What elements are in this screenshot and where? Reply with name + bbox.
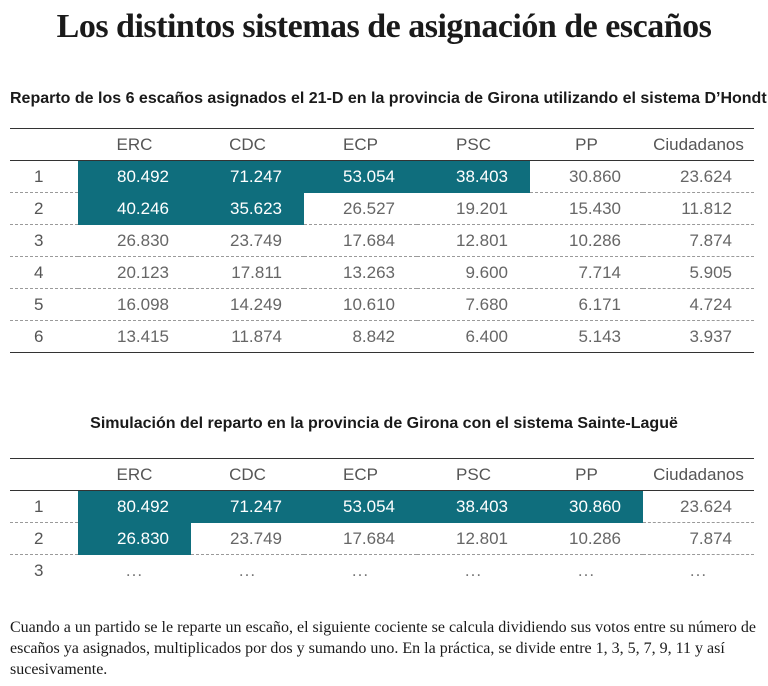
quotient-cell: 13.415 — [78, 320, 191, 353]
quotient-cell: 10.610 — [304, 288, 417, 321]
quotient-cell: 26.830 — [78, 224, 191, 257]
ellipsis-cell: ... — [351, 560, 370, 580]
table-row: 1 80.492 71.247 53.054 38.403 30.860 23.… — [10, 490, 754, 523]
table-row: 2 26.830 23.749 17.684 12.801 10.286 7.8… — [10, 522, 754, 555]
column-header: PSC — [417, 458, 530, 491]
quotient-cell: 71.247 — [191, 160, 304, 193]
quotient-cell: 9.600 — [417, 256, 530, 289]
explanatory-footnote: Cuando a un partido se le reparte un esc… — [10, 619, 756, 678]
quotient-cell: 14.249 — [191, 288, 304, 321]
quotient-cell: 23.624 — [643, 160, 754, 193]
quotient-cell: 3.937 — [643, 320, 754, 353]
column-header: CDC — [191, 458, 304, 491]
ellipsis-cell: ... — [689, 560, 708, 580]
row-number: 5 — [10, 288, 78, 321]
quotient-cell: 12.801 — [417, 522, 530, 555]
quotient-cell: 17.684 — [304, 522, 417, 555]
row-number: 3 — [10, 224, 78, 257]
quotient-cell: 5.143 — [530, 320, 643, 353]
row-number: 2 — [10, 522, 78, 555]
sainte-lague-heading: Simulación del reparto en la provincia d… — [90, 415, 678, 432]
quotient-cell: 38.403 — [417, 490, 530, 523]
column-header: PP — [530, 458, 643, 491]
quotient-cell: 10.286 — [530, 522, 643, 555]
column-header: PSC — [417, 128, 530, 161]
quotient-cell: 80.492 — [78, 160, 191, 193]
quotient-cell: 30.860 — [530, 490, 643, 523]
table-row: 5 16.098 14.249 10.610 7.680 6.171 4.724 — [10, 288, 754, 321]
ellipsis-cell: ... — [577, 560, 596, 580]
column-header: CDC — [191, 128, 304, 161]
quotient-cell: 7.874 — [643, 224, 754, 257]
table-row: 1 80.492 71.247 53.054 38.403 30.860 23.… — [10, 160, 754, 193]
quotient-cell: 11.874 — [191, 320, 304, 353]
quotient-cell: 17.684 — [304, 224, 417, 257]
table-header-row: ERC CDC ECP PSC PP Ciudadanos — [10, 458, 754, 491]
quotient-cell: 10.286 — [530, 224, 643, 257]
quotient-cell: 7.680 — [417, 288, 530, 321]
table-row: 2 40.246 35.623 26.527 19.201 15.430 11.… — [10, 192, 754, 225]
quotient-cell: 6.171 — [530, 288, 643, 321]
quotient-cell: 13.263 — [304, 256, 417, 289]
dhondt-table: ERC CDC ECP PSC PP Ciudadanos 1 80.492 7… — [10, 128, 754, 353]
quotient-cell: 4.724 — [643, 288, 754, 321]
ellipsis-cell: ... — [125, 560, 144, 580]
table-row: 3 26.830 23.749 17.684 12.801 10.286 7.8… — [10, 224, 754, 257]
quotient-cell: 15.430 — [530, 192, 643, 225]
quotient-cell: 8.842 — [304, 320, 417, 353]
quotient-cell: 80.492 — [78, 490, 191, 523]
table-header-row: ERC CDC ECP PSC PP Ciudadanos — [10, 128, 754, 161]
quotient-cell: 53.054 — [304, 160, 417, 193]
column-header: Ciudadanos — [643, 128, 754, 161]
ellipsis-cell: ... — [238, 560, 257, 580]
quotient-cell: 7.714 — [530, 256, 643, 289]
ellipsis-cell: ... — [464, 560, 483, 580]
quotient-cell: 16.098 — [78, 288, 191, 321]
sainte-lague-table: ERC CDC ECP PSC PP Ciudadanos 1 80.492 7… — [10, 458, 754, 586]
column-header: Ciudadanos — [643, 458, 754, 491]
column-header: ECP — [304, 458, 417, 491]
quotient-cell: 19.201 — [417, 192, 530, 225]
dhondt-heading: Reparto de los 6 escaños asignados el 21… — [10, 90, 767, 107]
quotient-cell: 26.527 — [304, 192, 417, 225]
quotient-cell: 26.830 — [78, 522, 191, 555]
quotient-cell: 53.054 — [304, 490, 417, 523]
row-number: 1 — [10, 160, 78, 193]
quotient-cell: 23.624 — [643, 490, 754, 523]
quotient-cell: 11.812 — [643, 192, 754, 225]
table-row: 3 ... ... ... ... ... ... — [10, 555, 754, 587]
quotient-cell: 30.860 — [530, 160, 643, 193]
quotient-cell: 7.874 — [643, 522, 754, 555]
quotient-cell: 5.905 — [643, 256, 754, 289]
quotient-cell: 23.749 — [191, 522, 304, 555]
table-row: 4 20.123 17.811 13.263 9.600 7.714 5.905 — [10, 256, 754, 289]
quotient-cell: 23.749 — [191, 224, 304, 257]
quotient-cell: 38.403 — [417, 160, 530, 193]
quotient-cell: 40.246 — [78, 192, 191, 225]
column-header: PP — [530, 128, 643, 161]
row-number: 2 — [10, 192, 78, 225]
column-header: ERC — [78, 458, 191, 491]
table-row: 6 13.415 11.874 8.842 6.400 5.143 3.937 — [10, 320, 754, 353]
quotient-cell: 35.623 — [191, 192, 304, 225]
corner-cell — [10, 128, 78, 161]
quotient-cell: 6.400 — [417, 320, 530, 353]
row-number: 6 — [10, 320, 78, 353]
row-number: 1 — [10, 490, 78, 523]
page-title: Los distintos sistemas de asignación de … — [56, 8, 712, 45]
column-header: ECP — [304, 128, 417, 161]
column-header: ERC — [78, 128, 191, 161]
row-number: 4 — [10, 256, 78, 289]
quotient-cell: 17.811 — [191, 256, 304, 289]
quotient-cell: 12.801 — [417, 224, 530, 257]
quotient-cell: 71.247 — [191, 490, 304, 523]
corner-cell — [10, 458, 78, 491]
row-number: 3 — [34, 560, 44, 580]
quotient-cell: 20.123 — [78, 256, 191, 289]
